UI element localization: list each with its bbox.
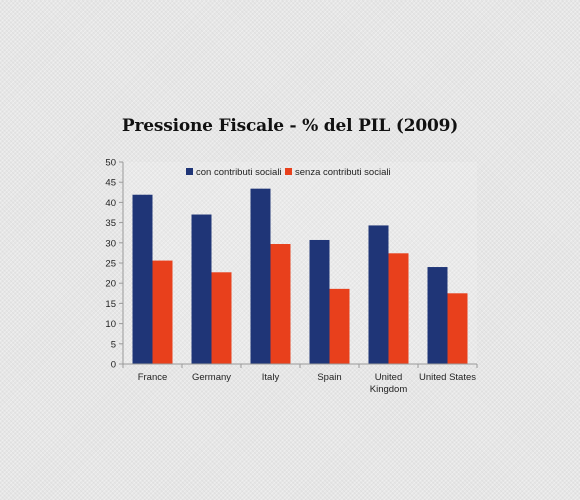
x-tick-label: Italy bbox=[262, 372, 280, 383]
x-tick-label-line: United bbox=[375, 372, 402, 383]
bars bbox=[132, 188, 468, 364]
x-axis: France Germany Italy Spain United KingdomUnit… bbox=[122, 363, 478, 395]
bar bbox=[250, 188, 271, 364]
x-tick-label-line: France bbox=[138, 372, 168, 383]
legend-label: senza contributi sociali bbox=[295, 167, 391, 178]
y-tick-label: 15 bbox=[105, 299, 116, 310]
plot-area bbox=[123, 162, 477, 364]
bar bbox=[447, 293, 468, 364]
y-tick-label: 40 bbox=[105, 198, 116, 209]
x-tick-label-line: Germany bbox=[192, 372, 231, 383]
legend: con contributi sociali senza contributi s… bbox=[186, 167, 391, 178]
bar bbox=[132, 194, 153, 364]
bar bbox=[309, 239, 330, 364]
y-tick-label: 0 bbox=[111, 360, 116, 371]
legend-swatch bbox=[186, 168, 193, 175]
legend-label: con contributi sociali bbox=[196, 167, 282, 178]
x-tick-label: Germany bbox=[192, 372, 231, 383]
y-axis: 0 5 10 15 20 25 30 35 40 45 50 bbox=[105, 158, 124, 371]
y-tick-label: 50 bbox=[105, 158, 116, 169]
y-tick-label: 5 bbox=[111, 339, 116, 350]
plot-background bbox=[123, 162, 477, 364]
y-tick-label: 20 bbox=[105, 279, 116, 290]
legend-swatch bbox=[285, 168, 292, 175]
x-tick-label: United Kingdom bbox=[370, 372, 408, 395]
y-tick-label: 30 bbox=[105, 238, 116, 249]
x-tick-label-line: Kingdom bbox=[370, 384, 408, 395]
x-tick-label: United States bbox=[419, 372, 476, 383]
bar bbox=[270, 244, 291, 364]
bar bbox=[152, 260, 173, 364]
bar bbox=[329, 288, 350, 364]
x-tick-label-line: Italy bbox=[262, 372, 280, 383]
x-tick-label: France bbox=[138, 372, 168, 383]
bar bbox=[368, 225, 389, 364]
y-tick-label: 10 bbox=[105, 319, 116, 330]
x-tick-label-line: United States bbox=[419, 372, 476, 383]
x-tick-label: Spain bbox=[317, 372, 341, 383]
chart-title: Pressione Fiscale - % del PIL (2009) bbox=[121, 116, 459, 136]
y-tick-label: 25 bbox=[105, 259, 116, 270]
bar bbox=[388, 253, 409, 364]
y-tick-label: 45 bbox=[105, 178, 116, 189]
bar bbox=[427, 267, 448, 364]
bar bbox=[191, 214, 212, 364]
bar bbox=[211, 272, 232, 364]
y-tick-label: 35 bbox=[105, 218, 116, 229]
x-tick-label-line: Spain bbox=[317, 372, 341, 383]
